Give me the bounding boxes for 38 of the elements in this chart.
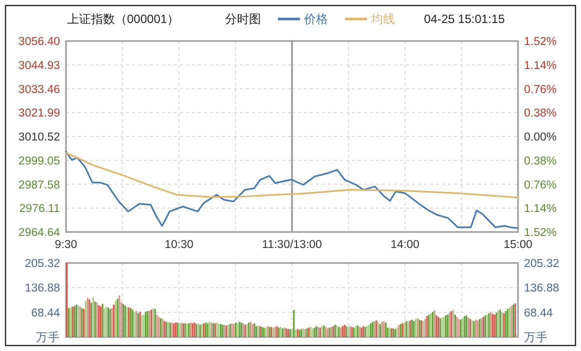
y-tick-label: 68.44 — [31, 307, 61, 320]
y-tick-label: 万手 — [36, 330, 60, 344]
y-tick-label: 2987.58 — [18, 179, 60, 192]
text: 1.52% — [524, 227, 557, 239]
text: 1.14% — [524, 60, 557, 72]
x-tick-label: 10:30 — [164, 239, 194, 251]
text: 1.14% — [524, 203, 557, 216]
x-tick-label: 15:00 — [504, 239, 532, 251]
text: 0.76% — [524, 179, 557, 192]
text: 0.00% — [524, 132, 557, 144]
legend-label: 价格 — [303, 12, 328, 26]
y2-tick-label: 136.88 — [524, 282, 560, 295]
y2-tick-label: 万手 — [524, 330, 548, 344]
text: 1.52% — [524, 36, 557, 48]
chart-subtitle: 分时图 — [225, 12, 261, 26]
chart-title: 上证指数（000001） — [67, 12, 180, 26]
legend-均线: 均线 — [345, 12, 395, 26]
x-tick-label: 9:30 — [54, 239, 78, 251]
text: 0.38% — [524, 155, 557, 168]
y-tick-label: 2976.11 — [19, 203, 60, 216]
y-tick-label: 2999.05 — [18, 155, 60, 168]
x-tick-label: 14:00 — [390, 239, 420, 251]
text: 04-25 15:01:15 — [424, 12, 506, 26]
y-tick-label: 3033.46 — [18, 84, 60, 96]
y-tick-label: 3044.93 — [18, 60, 60, 72]
y-tick-label: 2964.64 — [18, 227, 61, 239]
y-tick-label: 136.88 — [24, 282, 60, 295]
y-tick-label: 3021.99 — [18, 108, 60, 120]
y2-tick-label: 68.44 — [524, 307, 554, 320]
legend-label: 均线 — [370, 12, 395, 26]
y-tick-label: 3056.40 — [18, 36, 60, 48]
x-tick-label: 11:30/13:00 — [262, 239, 322, 251]
y-tick-label: 205.32 — [24, 258, 60, 270]
legend-价格: 价格 — [278, 12, 328, 26]
y-tick-label: 3010.52 — [18, 132, 60, 144]
text: 0.76% — [524, 84, 557, 96]
text: 0.38% — [524, 108, 557, 120]
y2-tick-label: 205.32 — [524, 258, 560, 270]
